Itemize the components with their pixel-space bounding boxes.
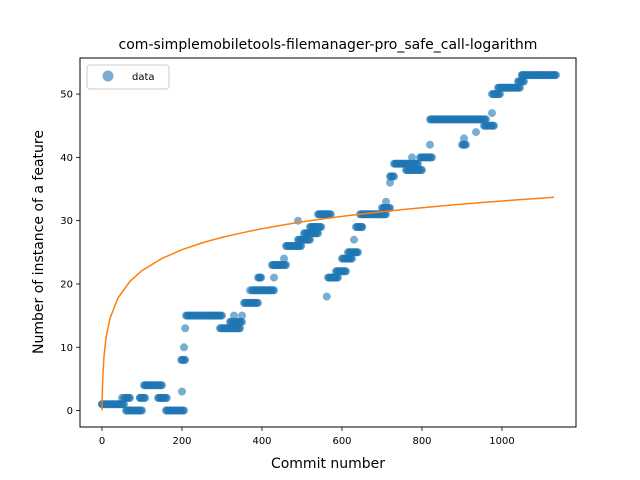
- data-point: [230, 311, 238, 320]
- y-tick-label: 50: [60, 90, 73, 101]
- data-point: [270, 286, 278, 295]
- data-point: [158, 381, 166, 390]
- fit-line: [101, 196, 555, 411]
- data-point: [354, 248, 362, 257]
- x-tick-label: 800: [412, 436, 431, 447]
- plot-area: [98, 71, 560, 415]
- y-tick-label: 30: [60, 216, 73, 227]
- data-point: [286, 242, 294, 250]
- chart-title: com-simplemobiletools-filemanager-pro_sa…: [119, 37, 538, 53]
- data-point: [538, 71, 546, 80]
- data-point: [120, 400, 128, 409]
- y-axis-label: Number of instance of a feature: [31, 130, 47, 354]
- data-point: [350, 235, 358, 244]
- data-point: [496, 90, 504, 99]
- data-point: [238, 317, 246, 326]
- x-axis-label: Commit number: [271, 456, 385, 472]
- data-point: [310, 223, 318, 231]
- plot-frame: [79, 57, 577, 428]
- legend-marker-data: [102, 70, 114, 82]
- data-point: [426, 140, 434, 149]
- data-point: [520, 77, 528, 86]
- data-point: [142, 381, 150, 390]
- data-point: [238, 311, 246, 320]
- data-point: [506, 83, 514, 92]
- data-point: [246, 286, 254, 295]
- data-point: [490, 121, 498, 130]
- data-point: [516, 83, 524, 92]
- data-point: [408, 153, 416, 162]
- data-point: [282, 261, 290, 269]
- data-point: [306, 235, 314, 244]
- data-point: [158, 393, 166, 402]
- data-point: [428, 153, 436, 162]
- x-tick-label: 1000: [489, 436, 514, 447]
- x-tick-label: 400: [252, 436, 271, 447]
- data-point: [418, 166, 426, 174]
- data-point: [482, 115, 490, 124]
- data-point: [460, 134, 468, 143]
- data-point: [126, 393, 134, 402]
- data-point: [550, 71, 558, 80]
- data-point: [358, 223, 366, 231]
- x-tick-label: 600: [332, 436, 351, 447]
- data-point: [406, 166, 414, 174]
- data-point: [270, 273, 278, 282]
- data-point: [314, 229, 322, 238]
- data-point: [414, 159, 422, 168]
- data-point: [518, 71, 526, 80]
- y-tick-label: 0: [67, 406, 73, 417]
- data-point: [138, 406, 146, 415]
- data-point: [180, 406, 188, 415]
- data-point: [178, 387, 186, 396]
- data-point: [328, 273, 336, 282]
- x-axis: 0 200 400 600 800 1000: [99, 427, 515, 447]
- data-point: [218, 311, 226, 320]
- data-point: [254, 298, 262, 307]
- data-point: [382, 197, 390, 206]
- data-point: [317, 223, 326, 231]
- y-tick-label: 10: [60, 343, 73, 354]
- x-tick-label: 200: [172, 436, 191, 447]
- data-point: [390, 172, 398, 181]
- y-axis: 0 10 20 30 40 50: [60, 90, 80, 417]
- data-point: [346, 254, 354, 263]
- data-point: [118, 393, 126, 402]
- y-tick-label: 40: [60, 153, 73, 164]
- data-point: [256, 273, 264, 282]
- data-point: [386, 178, 394, 187]
- legend: data: [86, 64, 170, 90]
- data-point: [322, 292, 331, 301]
- data-point: [236, 324, 244, 333]
- data-point: [181, 355, 190, 364]
- legend-box: [86, 64, 170, 90]
- data-point: [210, 311, 218, 320]
- legend-label-data: data: [132, 72, 155, 83]
- data-point: [462, 140, 470, 149]
- data-point: [488, 109, 496, 118]
- data-point: [180, 343, 188, 352]
- data-point: [181, 324, 190, 333]
- x-tick-label: 0: [99, 436, 105, 447]
- data-point: [322, 210, 330, 219]
- data-point: [274, 261, 282, 269]
- y-tick-label: 20: [60, 279, 73, 290]
- data-point: [498, 83, 506, 92]
- data-point: [342, 267, 350, 276]
- data-point: [472, 128, 480, 137]
- data-point: [280, 254, 288, 263]
- data-point: [297, 242, 306, 250]
- data-point: [334, 273, 342, 282]
- data-point: [136, 393, 144, 402]
